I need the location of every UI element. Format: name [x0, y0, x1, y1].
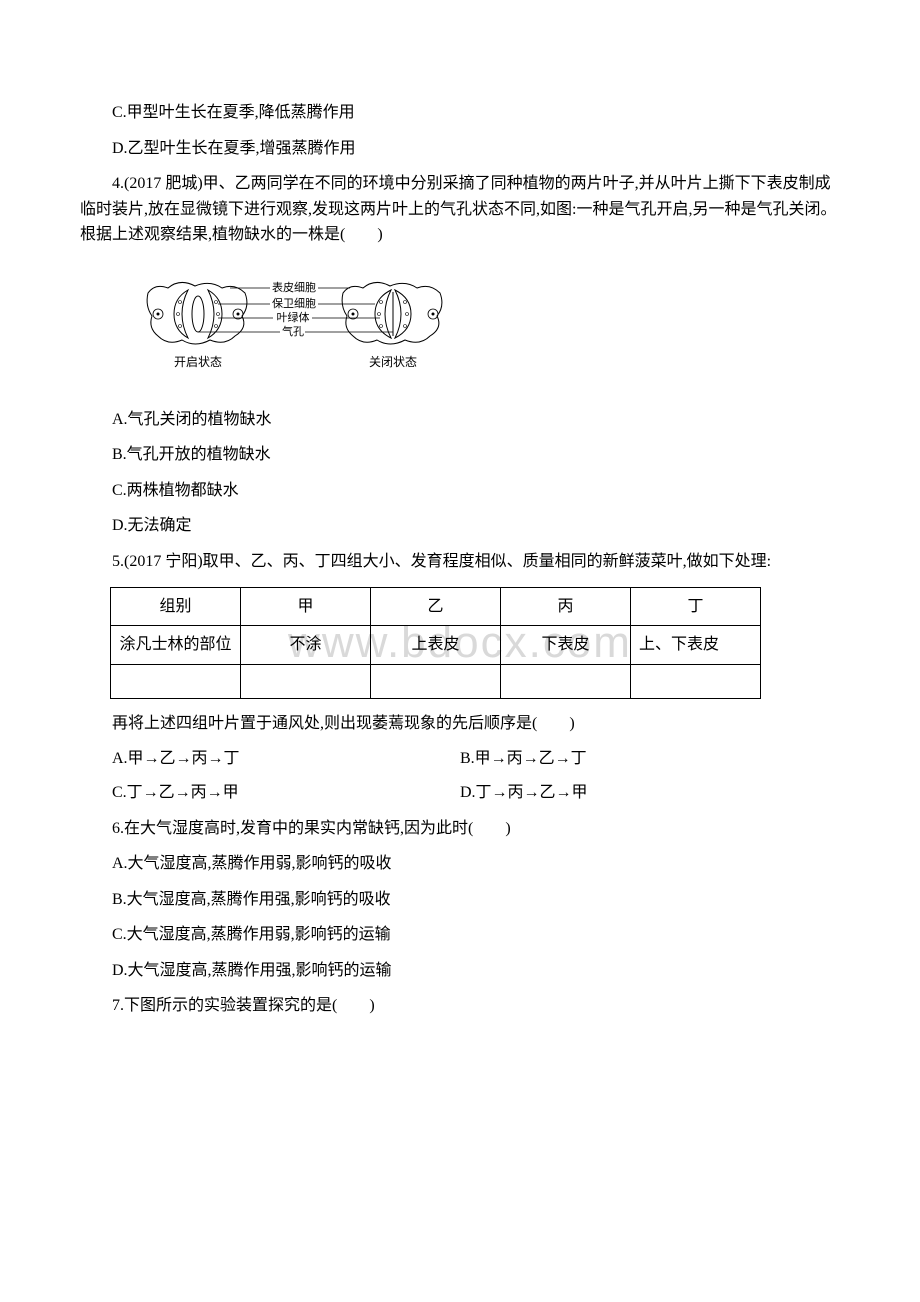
- label-epidermis: 表皮细胞: [272, 280, 316, 294]
- table-row: 涂凡士林的部位 不涂 上表皮 下表皮 上、下表皮: [111, 626, 761, 665]
- q6-stem: 6.在大气湿度高时,发育中的果实内常缺钙,因为此时( ): [80, 816, 840, 842]
- q6-option-a: A.大气湿度高,蒸腾作用弱,影响钙的吸收: [80, 851, 840, 877]
- state-closed-label: 关闭状态: [369, 355, 417, 369]
- table-header-cell: 组别: [111, 587, 241, 626]
- table-header-cell: 甲: [241, 587, 371, 626]
- q5-table: 组别 甲 乙 丙 丁 涂凡士林的部位 不涂 上表皮 下表皮 上、下表皮: [110, 587, 761, 699]
- table-cell: [501, 664, 631, 698]
- q3-option-c: C.甲型叶生长在夏季,降低蒸腾作用: [80, 100, 840, 126]
- q4-option-a: A.气孔关闭的植物缺水: [80, 407, 840, 433]
- q6-option-d: D.大气湿度高,蒸腾作用强,影响钙的运输: [80, 958, 840, 984]
- q5-option-b: B.甲→丙→乙→丁: [460, 746, 840, 772]
- q4-stem: 4.(2017 肥城)甲、乙两同学在不同的环境中分别采摘了同种植物的两片叶子,并…: [80, 171, 840, 248]
- q3-option-d: D.乙型叶生长在夏季,增强蒸腾作用: [80, 136, 840, 162]
- table-row: 组别 甲 乙 丙 丁: [111, 587, 761, 626]
- q5-option-a: A.甲→乙→丙→丁: [80, 746, 460, 772]
- q4-option-c: C.两株植物都缺水: [80, 478, 840, 504]
- q5-after: 再将上述四组叶片置于通风处,则出现萎蔫现象的先后顺序是( ): [80, 711, 840, 737]
- label-stomata: 气孔: [282, 324, 304, 338]
- table-cell: 不涂: [241, 626, 371, 665]
- q5-option-c: C.丁→乙→丙→甲: [80, 780, 460, 806]
- q4-diagram: 表皮细胞 保卫细胞 叶绿体 气孔 开启状态 关闭状态: [140, 258, 840, 397]
- q7-stem: 7.下图所示的实验装置探究的是( ): [80, 993, 840, 1019]
- table-header-cell: 丁: [631, 587, 761, 626]
- table-cell: [111, 664, 241, 698]
- q6-option-c: C.大气湿度高,蒸腾作用弱,影响钙的运输: [80, 922, 840, 948]
- state-open-label: 开启状态: [174, 355, 222, 369]
- table-cell: [241, 664, 371, 698]
- q5-option-d: D.丁→丙→乙→甲: [460, 780, 840, 806]
- table-cell: 上、下表皮: [631, 626, 761, 665]
- q4-option-d: D.无法确定: [80, 513, 840, 539]
- table-cell: 涂凡士林的部位: [111, 626, 241, 665]
- table-cell: [631, 664, 761, 698]
- label-guard: 保卫细胞: [272, 296, 316, 310]
- table-header-cell: 乙: [371, 587, 501, 626]
- stomata-diagram-svg: 表皮细胞 保卫细胞 叶绿体 气孔 开启状态 关闭状态: [140, 258, 460, 388]
- q5-stem: 5.(2017 宁阳)取甲、乙、丙、丁四组大小、发育程度相似、质量相同的新鲜菠菜…: [80, 549, 840, 575]
- table-cell: 下表皮: [501, 626, 631, 665]
- table-row: [111, 664, 761, 698]
- table-cell: [371, 664, 501, 698]
- label-chloroplast: 叶绿体: [277, 310, 310, 324]
- q6-option-b: B.大气湿度高,蒸腾作用强,影响钙的吸收: [80, 887, 840, 913]
- table-header-cell: 丙: [501, 587, 631, 626]
- q4-option-b: B.气孔开放的植物缺水: [80, 442, 840, 468]
- table-cell: 上表皮: [371, 626, 501, 665]
